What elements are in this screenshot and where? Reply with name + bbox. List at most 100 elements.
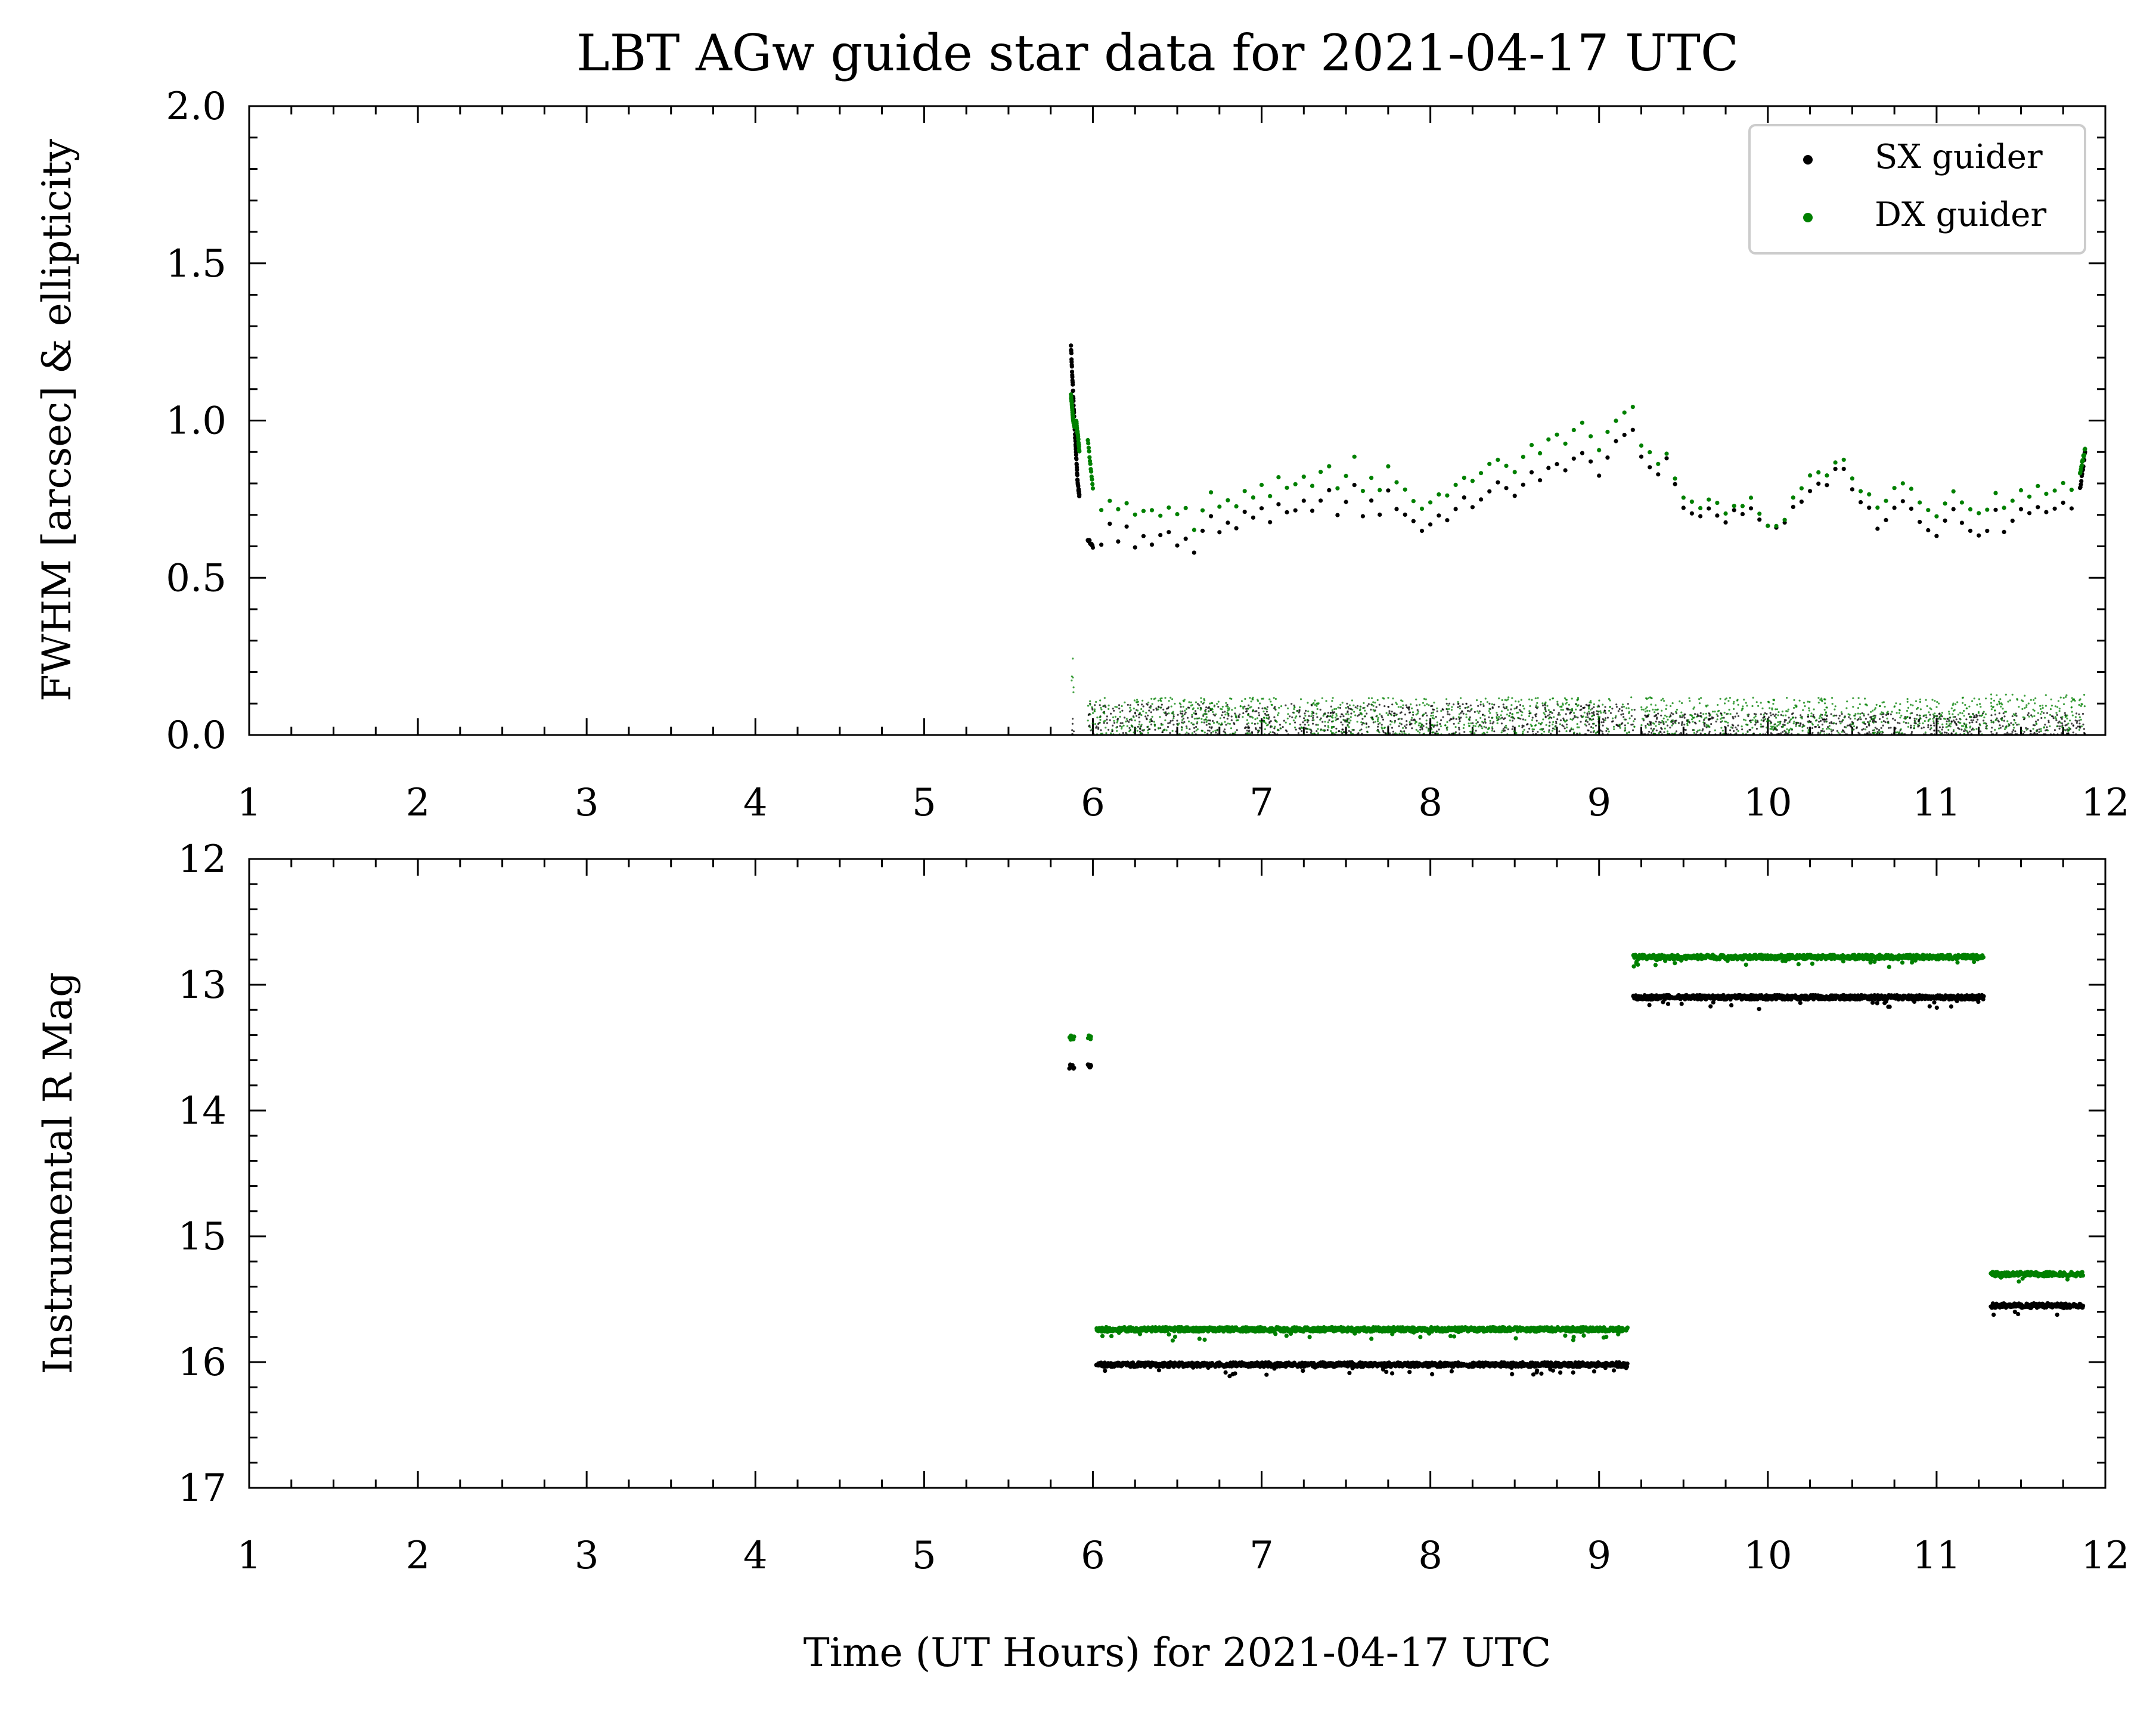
- magnitude-point: [1390, 1371, 1395, 1376]
- ellipticity-point: [1946, 720, 1948, 722]
- ellipticity-point: [1590, 726, 1593, 728]
- x-tick-label: 12: [2081, 781, 2129, 825]
- y-tick-label: 1.5: [166, 242, 227, 286]
- ellipticity-point: [1113, 719, 1115, 722]
- ellipticity-point: [1501, 699, 1503, 702]
- ellipticity-point: [2037, 719, 2039, 721]
- ellipticity-point: [1612, 720, 1614, 722]
- ellipticity-point: [1289, 722, 1291, 725]
- ellipticity-point: [1538, 722, 1540, 724]
- ellipticity-point: [1914, 720, 1916, 722]
- ellipticity-point: [1484, 697, 1487, 700]
- fwhm-point: [1630, 427, 1635, 432]
- fwhm-point: [2069, 506, 2074, 511]
- ellipticity-point: [1769, 720, 1772, 722]
- ellipticity-point: [1528, 710, 1531, 712]
- ellipticity-point: [1692, 708, 1695, 710]
- ellipticity-point: [1985, 697, 1987, 700]
- ellipticity-point: [1472, 728, 1474, 731]
- ellipticity-point: [1150, 705, 1152, 708]
- ellipticity-point: [1520, 699, 1522, 701]
- ellipticity-point: [1295, 715, 1298, 718]
- ellipticity-point: [1342, 718, 1345, 721]
- fwhm-point: [1841, 467, 1846, 472]
- ellipticity-point: [1700, 697, 1702, 699]
- legend-frame: [1748, 124, 2086, 255]
- ellipticity-point: [1785, 710, 1788, 712]
- ellipticity-point: [1952, 719, 1955, 722]
- ellipticity-point: [1482, 714, 1484, 716]
- ellipticity-point: [1501, 717, 1503, 719]
- fwhm-point: [1959, 500, 1964, 505]
- ellipticity-point: [1791, 713, 1794, 715]
- ellipticity-point: [1108, 708, 1110, 710]
- ellipticity-point: [1332, 714, 1334, 717]
- ellipticity-point: [1965, 707, 1968, 709]
- ellipticity-point: [1587, 708, 1590, 710]
- fwhm-point: [1951, 507, 1956, 511]
- fwhm-point: [1985, 529, 1990, 534]
- fwhm-point: [1403, 487, 1407, 492]
- fwhm-point: [1319, 470, 1323, 474]
- fwhm-point: [2082, 452, 2087, 457]
- ellipticity-point: [1961, 712, 1963, 715]
- ellipticity-point: [1562, 709, 1564, 711]
- ellipticity-point: [1671, 724, 1673, 727]
- ellipticity-point: [1571, 709, 1574, 712]
- ellipticity-point: [1246, 732, 1249, 734]
- ellipticity-point: [1741, 709, 1743, 712]
- ellipticity-point: [1198, 704, 1200, 706]
- ellipticity-point: [1868, 722, 1870, 724]
- ellipticity-point: [1906, 709, 1909, 712]
- ellipticity-point: [1270, 700, 1272, 703]
- fwhm-point: [1892, 486, 1897, 491]
- ellipticity-point: [1941, 723, 1944, 725]
- ellipticity-point: [1721, 717, 1723, 719]
- ellipticity-point: [1727, 724, 1729, 727]
- ellipticity-point: [2014, 719, 2016, 722]
- ellipticity-point: [1128, 727, 1131, 729]
- ellipticity-point: [1555, 722, 1558, 724]
- ellipticity-point: [1157, 708, 1159, 711]
- ellipticity-point: [1997, 719, 1999, 722]
- ellipticity-point: [1641, 718, 1644, 720]
- fwhm-point: [2018, 488, 2024, 493]
- ellipticity-point: [1818, 726, 1820, 728]
- ellipticity-point: [1511, 728, 1513, 730]
- ellipticity-point: [1412, 714, 1414, 716]
- ellipticity-point: [1965, 726, 1967, 728]
- ellipticity-point: [1611, 717, 1614, 719]
- x-tick-label: 12: [2081, 1534, 2129, 1578]
- ellipticity-point: [1099, 721, 1101, 724]
- ellipticity-point: [1507, 696, 1510, 699]
- fwhm-point: [1850, 476, 1854, 481]
- ellipticity-point: [2018, 723, 2020, 725]
- ellipticity-point: [1881, 721, 1883, 723]
- ellipticity-point: [1210, 731, 1212, 734]
- ellipticity-point: [1936, 701, 1938, 703]
- ellipticity-point: [1314, 703, 1316, 706]
- ellipticity-point: [1375, 706, 1378, 708]
- ellipticity-point: [1216, 729, 1218, 731]
- ellipticity-point: [1886, 712, 1888, 714]
- ellipticity-point: [1491, 726, 1494, 728]
- ellipticity-point: [1645, 727, 1647, 729]
- ellipticity-point: [1099, 716, 1101, 718]
- ellipticity-point: [1195, 729, 1198, 731]
- ellipticity-point: [1425, 712, 1427, 714]
- ellipticity-point: [1665, 704, 1668, 706]
- fwhm-point: [1445, 493, 1450, 498]
- fwhm-point: [1622, 433, 1627, 438]
- ellipticity-point: [1935, 715, 1938, 718]
- ellipticity-point: [1489, 722, 1491, 724]
- ellipticity-point: [1913, 727, 1916, 730]
- fwhm-point: [1285, 510, 1289, 514]
- ellipticity-point: [1305, 709, 1307, 712]
- ellipticity-point: [1598, 724, 1600, 726]
- ellipticity-point: [1481, 721, 1484, 723]
- ellipticity-point: [1736, 712, 1738, 715]
- ellipticity-point: [1181, 727, 1183, 729]
- ellipticity-point: [1112, 716, 1115, 718]
- ellipticity-point: [1184, 711, 1187, 714]
- fwhm-point: [1352, 454, 1357, 459]
